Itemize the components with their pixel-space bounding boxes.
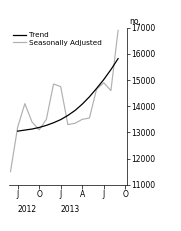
Seasonally Adjusted [88,117,90,119]
Seasonally Adjusted [81,118,83,121]
Trend [67,114,69,117]
Legend: Trend, Seasonally Adjusted: Trend, Seasonally Adjusted [13,31,103,47]
Seasonally Adjusted [45,118,47,121]
Trend [117,57,119,60]
Trend [45,124,47,127]
Seasonally Adjusted [74,122,76,125]
Line: Trend: Trend [18,59,118,131]
Trend [31,128,33,131]
Trend [38,126,40,129]
Trend [74,109,76,112]
Seasonally Adjusted [96,88,98,91]
Trend [60,118,62,121]
Seasonally Adjusted [103,81,105,84]
Seasonally Adjusted [38,128,40,131]
Seasonally Adjusted [31,121,33,123]
Trend [96,87,98,90]
Seasonally Adjusted [117,29,119,32]
Trend [24,129,26,131]
Text: 2012: 2012 [18,205,37,214]
Line: Seasonally Adjusted: Seasonally Adjusted [10,30,118,172]
Seasonally Adjusted [67,123,69,126]
Seasonally Adjusted [110,89,112,92]
Trend [88,95,90,98]
Seasonally Adjusted [60,85,62,88]
Trend [52,121,55,124]
Text: no.: no. [129,17,141,26]
Seasonally Adjusted [17,126,19,129]
Seasonally Adjusted [52,83,55,85]
Text: 2013: 2013 [61,205,80,214]
Trend [81,103,83,106]
Trend [110,68,112,71]
Seasonally Adjusted [24,102,26,105]
Trend [17,130,19,133]
Trend [103,78,105,81]
Seasonally Adjusted [9,170,12,173]
